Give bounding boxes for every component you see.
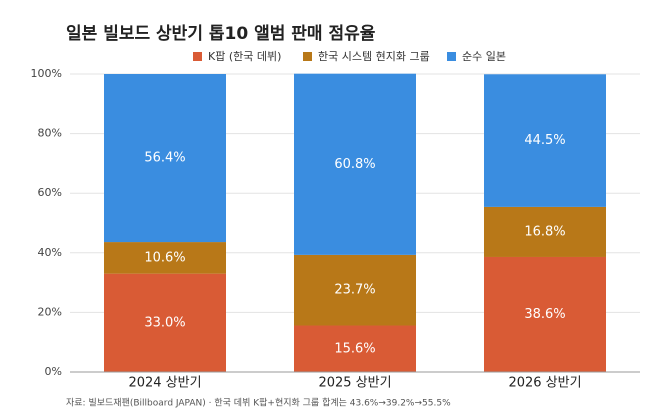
y-tick-label: 20% <box>38 305 62 318</box>
data-label: 23.7% <box>334 283 375 298</box>
y-tick-label: 60% <box>38 186 62 199</box>
data-label: 38.6% <box>524 307 565 322</box>
legend-label: 한국 시스템 현지화 그룹 <box>318 50 430 63</box>
y-tick-label: 80% <box>38 127 62 140</box>
bar-segment <box>104 74 226 243</box>
x-tick-label: 2026 상반기 <box>508 376 581 391</box>
data-label: 16.8% <box>524 224 565 239</box>
legend-label: K팝 (한국 데뷔) <box>208 50 281 63</box>
y-tick-label: 40% <box>38 246 62 259</box>
bar-segment <box>104 273 226 372</box>
legend-swatch <box>193 52 202 61</box>
data-label: 56.4% <box>144 151 185 166</box>
x-tick-label: 2025 상반기 <box>318 376 391 391</box>
bar-segment <box>484 256 606 372</box>
y-tick-label: 0% <box>45 365 62 378</box>
bar-segment <box>294 254 416 326</box>
legend-label: 순수 일본 <box>462 49 506 63</box>
source-note: 자료: 빌보드재팬(Billboard JAPAN) · 한국 데뷔 K팝+현지… <box>66 397 451 409</box>
data-label: 33.0% <box>144 315 185 330</box>
data-label: 60.8% <box>334 157 375 172</box>
bar-segment <box>294 73 416 255</box>
data-label: 10.6% <box>144 250 185 265</box>
x-tick-label: 2024 상반기 <box>128 376 201 391</box>
bar-segment <box>484 74 606 207</box>
bar-segment <box>484 206 606 257</box>
y-tick-label: 100% <box>31 67 62 80</box>
bar-segment <box>294 325 416 372</box>
chart-title: 일본 빌보드 상반기 톱10 앨범 판매 점유율 <box>66 24 376 44</box>
data-label: 15.6% <box>334 341 375 356</box>
data-label: 44.5% <box>524 133 565 148</box>
bar-segment <box>104 242 226 274</box>
legend-swatch <box>447 52 456 61</box>
legend-swatch <box>303 52 312 61</box>
